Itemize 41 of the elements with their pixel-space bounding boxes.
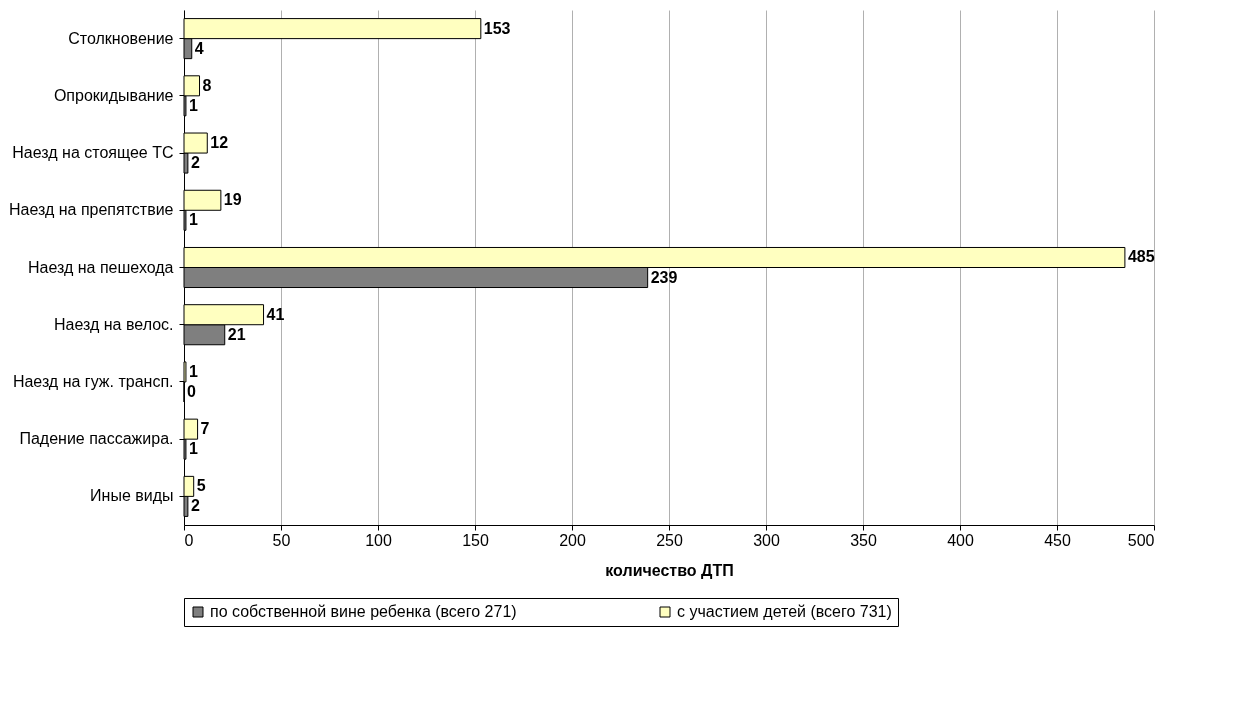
y-tick-label: Наезд на препятствие: [8, 201, 174, 219]
y-tick-label: Наезд на гуж. трансп.: [12, 372, 174, 390]
data-label: 12: [210, 134, 229, 152]
y-tick-label: Падение пассажира.: [19, 430, 174, 448]
data-label: 485: [1127, 248, 1155, 266]
data-label: 19: [223, 191, 242, 209]
x-tick-label: 350: [850, 531, 877, 549]
data-label: 153: [483, 19, 511, 37]
y-tick-label: Наезд на пешехода: [28, 258, 174, 276]
data-label: 1: [188, 211, 198, 229]
data-label: 5: [196, 477, 206, 495]
x-tick-label: 450: [1044, 531, 1071, 549]
data-label: 1: [188, 362, 198, 380]
x-tick-label: 300: [753, 531, 780, 549]
x-tick-label: 500: [1127, 531, 1155, 549]
legend-label: по собственной вине ребенка (всего 271): [210, 603, 517, 620]
x-tick-label: 250: [656, 531, 683, 549]
data-label: 2: [190, 154, 200, 172]
data-label: 41: [266, 305, 285, 323]
x-axis-title: количество ДТП: [605, 561, 734, 579]
data-label: 1: [188, 440, 198, 458]
y-tick-label: Опрокидывание: [53, 86, 174, 104]
legend-label: с участием детей (всего 731): [677, 603, 892, 620]
y-tick-label: Наезд на велос.: [54, 315, 174, 333]
data-label: 0: [187, 382, 196, 400]
data-label: 2: [190, 497, 200, 515]
data-label: 7: [200, 420, 210, 438]
data-label: 4: [194, 39, 204, 57]
x-tick-label: 100: [365, 531, 392, 549]
data-label: 8: [202, 76, 212, 94]
x-tick-label: 400: [947, 531, 974, 549]
y-tick-label: Наезд на стоящее ТС: [12, 144, 174, 162]
x-tick-label: 50: [272, 531, 291, 549]
data-label: 1: [188, 96, 198, 114]
y-tick-label: Столкновение: [68, 29, 174, 47]
data-label: 21: [227, 325, 246, 343]
x-tick-label: 150: [462, 531, 489, 549]
x-tick-label: 0: [184, 531, 194, 549]
x-tick-label: 200: [559, 531, 586, 549]
y-tick-label: Иные виды: [90, 487, 174, 505]
data-label: 239: [650, 268, 678, 286]
